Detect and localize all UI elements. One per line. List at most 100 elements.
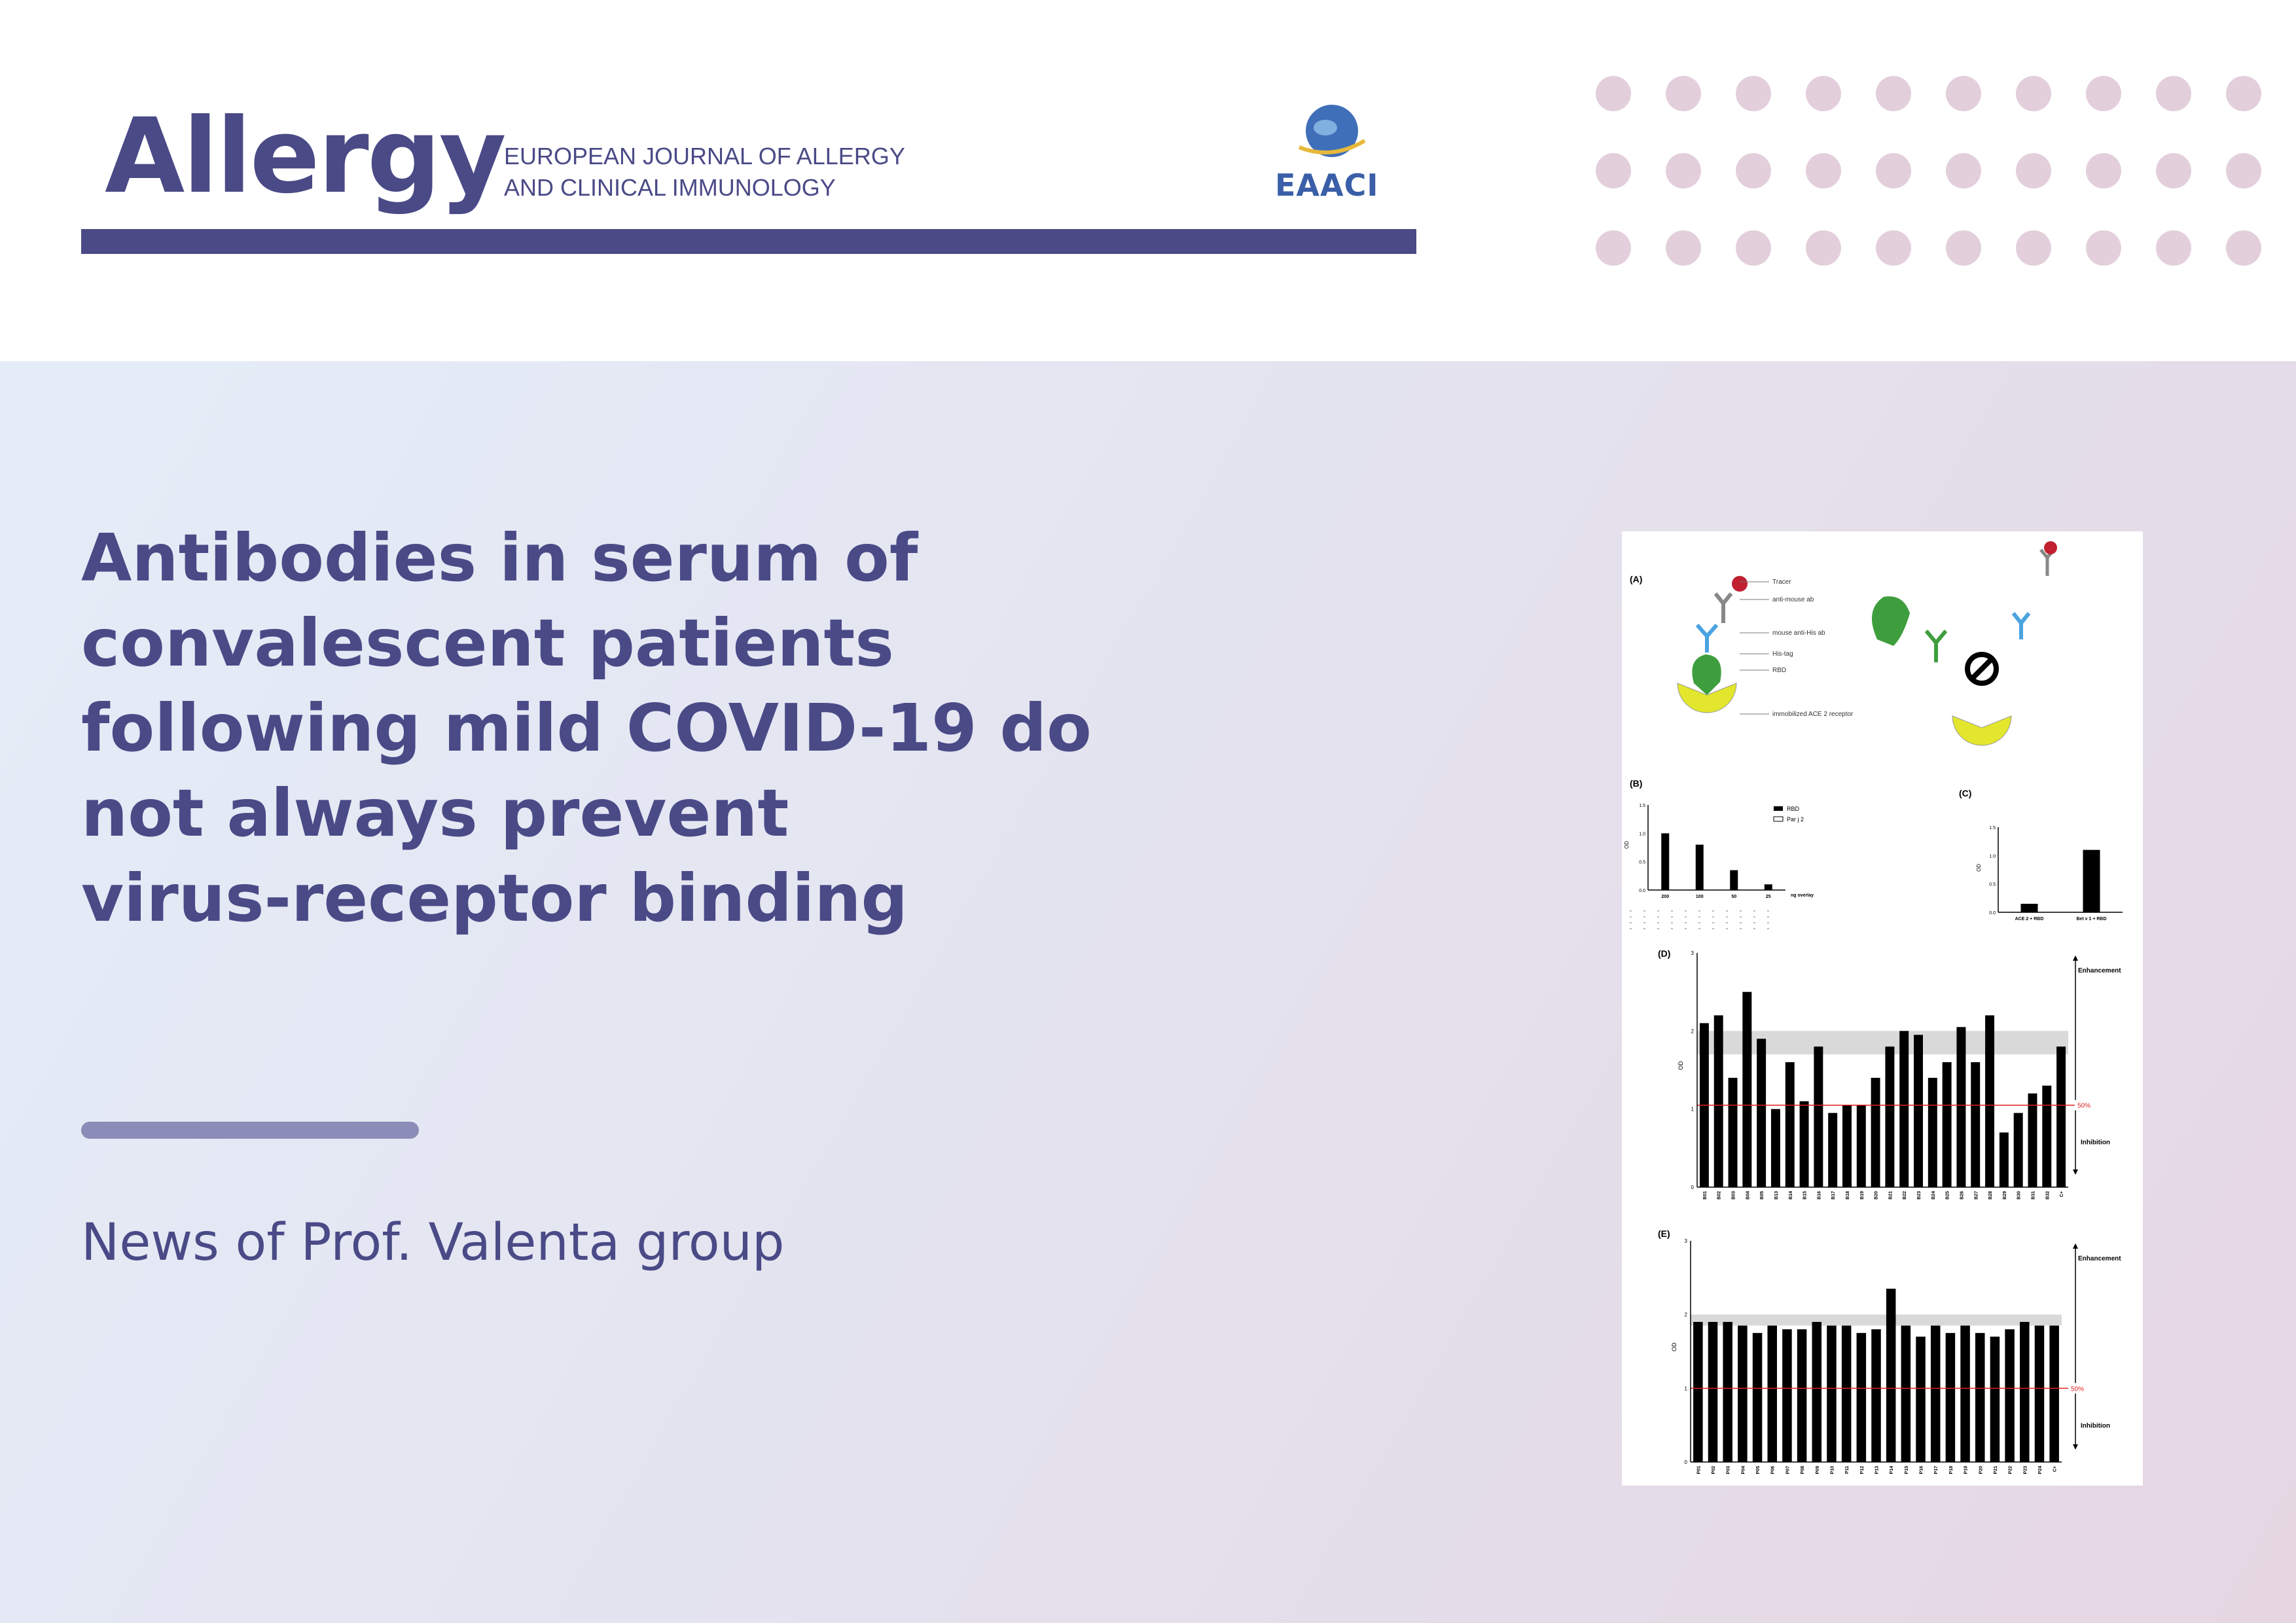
header-rule	[81, 229, 1416, 254]
b-y-label: OD	[1624, 841, 1630, 849]
x-tick-label: P12	[1860, 1466, 1865, 1474]
x-tick-label: B30	[2017, 1191, 2022, 1200]
bar	[1885, 1046, 1895, 1187]
article-title-line-3: following mild COVID-19 do	[81, 690, 1092, 766]
decorative-dot	[1806, 76, 1841, 111]
y-tick-label: 0.0	[1989, 911, 1996, 916]
bar	[1812, 1321, 1822, 1462]
decorative-dot	[1806, 153, 1841, 188]
x-tick-label: Bet v 1 + RBD	[2076, 917, 2106, 921]
article-title: Antibodies in serum of convalescent pati…	[81, 516, 1102, 941]
bar	[1752, 1332, 1763, 1462]
rbd-shape-right	[1872, 596, 1910, 646]
bar	[1942, 1062, 1952, 1187]
b-legend-swatch-parj2	[1773, 816, 1784, 822]
x-tick-label: B18	[1846, 1191, 1850, 1200]
bar	[1730, 870, 1738, 890]
x-tick-label: B29	[2003, 1191, 2007, 1200]
x-tick-label: 25	[1766, 895, 1771, 899]
panel-a-schematic: Tracer anti-mouse ab mouse anti-His ab His-…	[1677, 541, 2057, 746]
x-tick-label: P06	[1771, 1466, 1776, 1474]
bar	[2056, 1046, 2066, 1187]
article-figure: (A) Tracer anti-mouse ab mouse anti-His ab H…	[1622, 531, 2143, 1486]
x-tick-label: B27	[1974, 1191, 1979, 1200]
article-title-line-4: not always prevent	[81, 775, 789, 851]
x-tick-label: P18	[1949, 1466, 1954, 1474]
article-figure-graphic: (A) Tracer anti-mouse ab mouse anti-His ab H…	[1624, 541, 2123, 1474]
panel-label-e: (E)	[1658, 1228, 1670, 1239]
journal-subtitle-line-2: AND CLINICAL IMMUNOLOGY	[504, 174, 836, 201]
article-title-line-5: virus-receptor binding	[81, 860, 908, 936]
bar	[1757, 1039, 1767, 1187]
decorative-dot	[2226, 76, 2261, 111]
ace2-receptor-shape-right	[1952, 715, 2012, 746]
y-tick-label: 1	[1691, 1107, 1695, 1113]
x-tick-label: B26	[1960, 1191, 1964, 1200]
bar	[1899, 1031, 1909, 1187]
inhibition-label: Inhibition	[2081, 1422, 2110, 1429]
inhibition-arrowhead	[2073, 1444, 2078, 1450]
panel-a-label: immobilized ACE 2 receptor	[1772, 711, 1854, 718]
fifty-percent-label: 50%	[2077, 1103, 2090, 1110]
decorative-dot	[1946, 153, 1981, 188]
anti-his-antibody-shape	[1695, 624, 1719, 652]
x-tick-label: B20	[1874, 1191, 1879, 1200]
bar	[1999, 1132, 2009, 1187]
no-binding-icon-bar	[1971, 658, 1993, 680]
panel-d-chart: B01 B02 B03 B04 B05 B13 B14 B15 B16 B17 B18 B19 B20 B…	[1677, 950, 2121, 1200]
y-tick-label: 1.0	[1989, 854, 1996, 859]
bar	[1871, 1329, 1881, 1462]
bar	[1708, 1321, 1718, 1462]
ace2-receptor-shape	[1677, 683, 1737, 713]
news-line: News of Prof. Valenta group	[81, 1213, 785, 1272]
bar	[1914, 1035, 1923, 1187]
bar	[2005, 1329, 2015, 1462]
article-title-line-2: convalescent patients	[81, 605, 894, 681]
y-tick-label: 3	[1685, 1238, 1688, 1244]
x-tick-label: P08	[1801, 1466, 1805, 1474]
y-tick-label: 0.5	[1989, 883, 1996, 887]
bar	[1785, 1062, 1795, 1187]
bar	[1742, 991, 1752, 1187]
x-tick-label: P14	[1890, 1466, 1894, 1474]
x-tick-label: B17	[1831, 1191, 1836, 1200]
c-y-label: OD	[1976, 864, 1982, 872]
x-tick-label: B16	[1817, 1191, 1821, 1200]
decorative-dot	[1736, 153, 1771, 188]
bar	[2020, 904, 2038, 912]
x-tick-label: P22	[2009, 1466, 2013, 1474]
x-tick-label: ACE 2 + RBD	[2015, 917, 2044, 921]
x-tick-label: P13	[1875, 1466, 1880, 1474]
x-tick-label: P11	[1845, 1466, 1850, 1474]
y-tick-label: 3	[1691, 950, 1695, 956]
y-tick-label: 2	[1691, 1028, 1695, 1034]
y-axis-label: OD	[1671, 1342, 1677, 1351]
x-tick-label: P03	[1727, 1466, 1731, 1474]
x-tick-label: 100	[1696, 895, 1704, 899]
x-tick-label: P01	[1696, 1466, 1701, 1474]
bar	[1901, 1325, 1911, 1462]
x-tick-label: P05	[1756, 1466, 1761, 1474]
decorative-dot	[1666, 230, 1701, 266]
decorative-dot	[2156, 230, 2191, 266]
decorative-dot	[1946, 76, 1981, 111]
b-legend-label-parj2: Par j 2	[1787, 816, 1804, 823]
panel-c-chart: 0.0 0.5 1.0 1.5 ACE 2 + RBD Bet v 1 + RBD OD	[1976, 826, 2123, 921]
x-tick-label: B21	[1888, 1191, 1893, 1200]
decorative-dot	[2226, 153, 2261, 188]
x-tick-label: B13	[1774, 1191, 1779, 1200]
bar	[1985, 1015, 1995, 1187]
x-tick-label: B19	[1860, 1191, 1865, 1200]
decorative-dot	[2016, 230, 2051, 266]
decorative-dot	[1736, 76, 1771, 111]
journal-logo: Allergy	[105, 96, 507, 217]
x-tick-label: 50	[1731, 895, 1736, 899]
bar	[1797, 1329, 1807, 1462]
enhancement-arrowhead	[2073, 1243, 2078, 1249]
bar	[1960, 1325, 1970, 1462]
bar	[2013, 1113, 2023, 1187]
bar	[1661, 833, 1670, 890]
decorative-dot	[2086, 76, 2121, 111]
bar	[2042, 1085, 2052, 1187]
bar	[1782, 1329, 1792, 1462]
